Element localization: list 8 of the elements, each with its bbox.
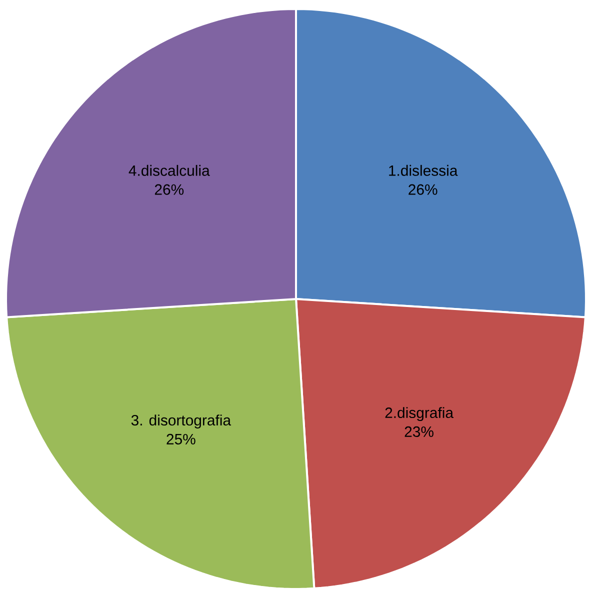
slice-label: 3. disortografia: [131, 414, 232, 428]
data-label: 26%: [154, 184, 184, 195]
slice-label: 1.dislessia: [389, 164, 458, 176]
data-label: 26%: [408, 184, 438, 195]
slice-label: 2.disgrafia: [385, 407, 454, 422]
slice-label: 4.discalculia: [128, 164, 210, 176]
data-label: 25%: [166, 434, 196, 444]
data-label: 23%: [404, 426, 434, 437]
